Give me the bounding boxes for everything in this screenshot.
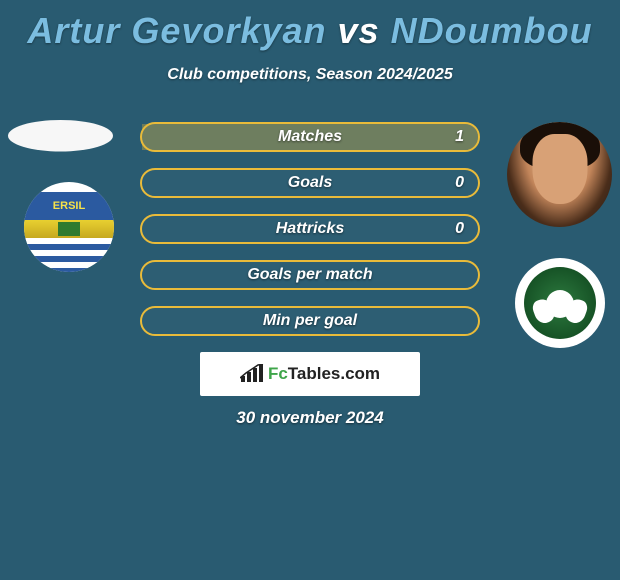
avatar-face bbox=[532, 134, 587, 204]
footer-brand-text: FcTables.com bbox=[268, 364, 380, 384]
title-vs: vs bbox=[338, 10, 380, 51]
footer-brand-box: FcTables.com bbox=[200, 352, 420, 396]
footer-brand-suffix: Tables.com bbox=[288, 364, 380, 383]
crest-left-text: ERSIL bbox=[53, 200, 85, 212]
stat-row-min-per-goal: Min per goal bbox=[140, 306, 480, 336]
stat-label: Min per goal bbox=[263, 312, 357, 330]
title-player2: NDoumbou bbox=[391, 10, 593, 51]
page-title: Artur Gevorkyan vs NDoumbou bbox=[0, 0, 620, 52]
stat-right-value: 0 bbox=[455, 220, 464, 238]
player2-avatar bbox=[507, 122, 612, 227]
stat-row-matches: Matches 1 bbox=[140, 122, 480, 152]
stat-right-value: 0 bbox=[455, 174, 464, 192]
title-player1: Artur Gevorkyan bbox=[27, 10, 326, 51]
stat-label: Hattricks bbox=[276, 220, 344, 238]
stat-row-goals-per-match: Goals per match bbox=[140, 260, 480, 290]
stat-label: Goals bbox=[288, 174, 332, 192]
stat-right-value: 1 bbox=[455, 128, 464, 146]
stat-row-goals: Goals 0 bbox=[140, 168, 480, 198]
bar-chart-icon bbox=[240, 364, 264, 384]
infographic-container: Artur Gevorkyan vs NDoumbou Club competi… bbox=[0, 0, 620, 84]
stat-label: Goals per match bbox=[247, 266, 372, 284]
footer-brand-prefix: Fc bbox=[268, 364, 288, 383]
stat-row-hattricks: Hattricks 0 bbox=[140, 214, 480, 244]
stat-label: Matches bbox=[278, 128, 342, 146]
subtitle: Club competitions, Season 2024/2025 bbox=[0, 66, 620, 84]
crest-right-ball bbox=[546, 290, 574, 318]
crest-left-band: ERSIL bbox=[24, 192, 114, 220]
crest-left-tower bbox=[58, 222, 80, 236]
date-label: 30 november 2024 bbox=[0, 408, 620, 428]
crest-right-inner bbox=[524, 267, 596, 339]
crest-left-waves bbox=[24, 238, 114, 272]
player1-avatar bbox=[8, 120, 113, 152]
player2-club-crest bbox=[515, 258, 605, 348]
stats-panel: Matches 1 Goals 0 Hattricks 0 Goals per … bbox=[140, 122, 480, 352]
player1-club-crest: ERSIL bbox=[24, 182, 114, 272]
